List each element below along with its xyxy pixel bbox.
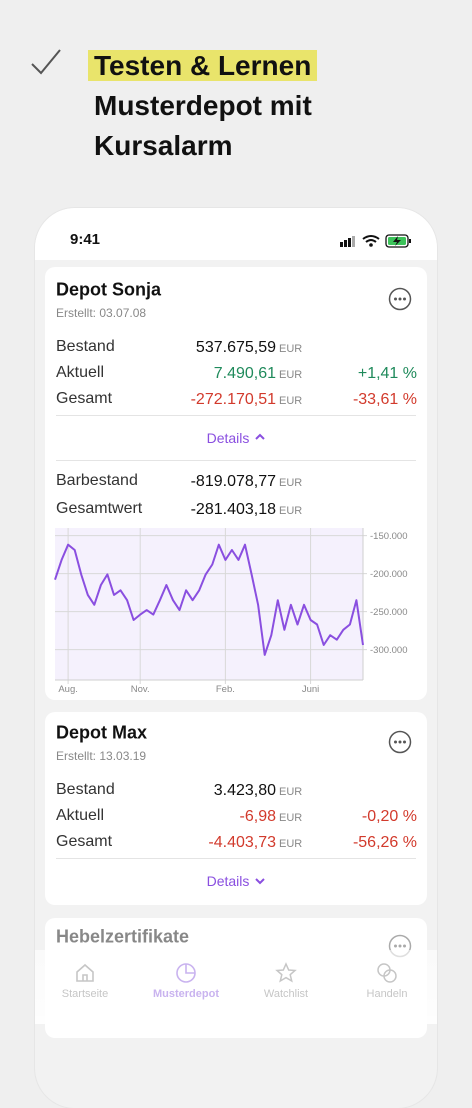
row-currency: EUR: [279, 838, 303, 851]
y-tick-label: -300.000: [370, 645, 408, 656]
row-value: 3.423,80: [213, 782, 276, 799]
plot-background: [55, 528, 363, 680]
row-percent: +1,41 %: [357, 365, 417, 382]
tab-bar: [35, 950, 437, 1024]
row-value: -281.403,18: [190, 501, 276, 518]
tab-label[interactable]: Startseite: [61, 988, 109, 1000]
details-toggle[interactable]: Details: [206, 430, 250, 446]
row-value: -819.078,77: [190, 473, 276, 490]
more-button[interactable]: [388, 730, 412, 754]
chevron-down: [255, 878, 265, 885]
price-line: [54, 543, 364, 656]
row-currency: EUR: [279, 505, 303, 518]
details-toggle[interactable]: Details: [206, 873, 250, 889]
headline: Musterdepot mit: [94, 90, 312, 121]
page: { "header": {"lines": ["Testen & Lernen"…: [31, 46, 437, 1038]
row-label: Aktuell: [56, 807, 105, 824]
row-label: Aktuell: [56, 364, 105, 381]
check-icon: [31, 49, 61, 75]
row-label: Bestand: [56, 338, 115, 355]
row-label: Barbestand: [56, 472, 138, 489]
row-currency: EUR: [279, 786, 303, 799]
tab-label[interactable]: Watchlist: [263, 988, 309, 1000]
y-tick-label: -150.000: [370, 531, 408, 542]
depot-card[interactable]: [45, 712, 427, 905]
row-label: Gesamt: [56, 833, 113, 850]
headline-highlight: Testen & Lernen: [88, 50, 318, 81]
depot-name: Depot Sonja: [56, 279, 162, 300]
row-currency: EUR: [279, 343, 303, 356]
row-currency: EUR: [279, 812, 303, 825]
row-value: -4.403,73: [208, 834, 276, 851]
row-percent: -0,20 %: [361, 808, 417, 825]
tab-icon: [176, 963, 196, 983]
more-button[interactable]: [388, 287, 412, 311]
depot-name: Hebelzertifikate: [56, 926, 190, 947]
tab-label[interactable]: Handeln: [366, 988, 408, 1000]
tab-icon: [76, 963, 94, 982]
tab-icon: [377, 963, 397, 983]
x-tick-label: Aug.: [58, 684, 78, 695]
tab-label[interactable]: Musterdepot: [153, 988, 219, 1000]
chevron-up: [255, 433, 265, 440]
status-icons: [340, 234, 411, 248]
depot-name: Depot Max: [56, 722, 148, 743]
headline: Testen & Lernen: [88, 46, 318, 86]
row-currency: EUR: [279, 395, 303, 408]
headline: Kursalarm: [94, 130, 233, 161]
row-label: Bestand: [56, 781, 115, 798]
y-tick-label: -250.000: [370, 607, 408, 618]
status-bar-bg: [35, 208, 437, 260]
row-value: 7.490,61: [213, 365, 276, 382]
row-label: Gesamtwert: [56, 500, 143, 517]
depot-created: Erstellt: 13.03.19: [56, 749, 147, 763]
y-tick-label: -200.000: [370, 569, 408, 580]
depot-created: Erstellt: 03.07.08: [56, 306, 147, 320]
separator: [56, 460, 416, 461]
chart: -150.000 -200.000 -250.000 -300.000 Aug. Nov.…: [54, 528, 408, 695]
row-currency: EUR: [279, 477, 303, 490]
separator: [56, 858, 416, 859]
row-percent: -33,61 %: [352, 391, 417, 408]
row-percent: -56,26 %: [352, 834, 417, 851]
separator: [56, 415, 416, 416]
row-value: -6,98: [239, 808, 276, 825]
status-time: 9:41: [70, 231, 101, 248]
x-tick-label: Nov.: [131, 684, 150, 695]
tab-icon: [275, 962, 297, 983]
x-tick-label: Feb.: [216, 684, 235, 695]
row-value: 537.675,59: [195, 339, 276, 356]
row-currency: EUR: [279, 369, 303, 382]
row-label: Gesamt: [56, 390, 113, 407]
row-value: -272.170,51: [190, 391, 276, 408]
x-tick-label: Juni: [302, 684, 319, 695]
